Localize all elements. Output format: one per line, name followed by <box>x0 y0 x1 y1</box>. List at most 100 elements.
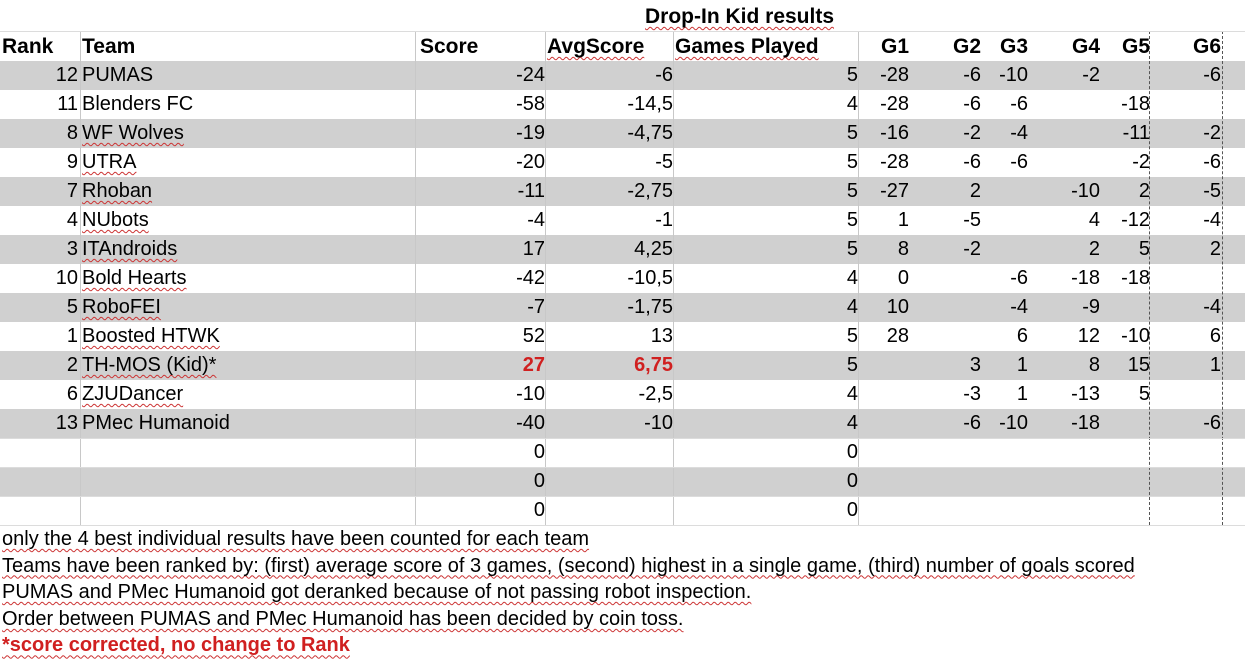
cell-g5[interactable] <box>1102 438 1150 467</box>
cell-g5[interactable]: -18 <box>1121 267 1150 289</box>
cell-team[interactable] <box>82 467 412 496</box>
cell-g3[interactable]: -6 <box>1010 267 1028 289</box>
cell-g3[interactable]: 1 <box>1016 354 1028 376</box>
cell-g2[interactable]: -5 <box>963 209 981 231</box>
cell-g1[interactable] <box>860 351 909 380</box>
cell-g3[interactable] <box>983 438 1028 467</box>
cell-avg[interactable]: -10,5 <box>627 267 673 289</box>
cell-g6[interactable]: 2 <box>1209 238 1221 260</box>
cell-score[interactable]: 0 <box>533 441 545 463</box>
header-g4[interactable]: G4 <box>1071 35 1100 58</box>
cell-g2[interactable] <box>911 438 981 467</box>
cell-rank[interactable]: 5 <box>66 296 78 318</box>
cell-score[interactable]: -7 <box>527 296 545 318</box>
cell-g2[interactable]: -6 <box>963 93 981 115</box>
cell-team[interactable]: PMec Humanoid <box>82 412 230 434</box>
cell-rank[interactable] <box>0 467 78 496</box>
cell-g5[interactable]: 5 <box>1138 383 1150 405</box>
header-g6[interactable]: G6 <box>1192 35 1221 58</box>
cell-g6[interactable]: -2 <box>1203 122 1221 144</box>
note-line[interactable]: Order between PUMAS and PMec Humanoid ha… <box>2 607 684 630</box>
cell-games[interactable]: 5 <box>846 238 858 260</box>
header-g1[interactable]: G1 <box>880 35 909 58</box>
cell-rank[interactable]: 10 <box>55 267 78 289</box>
cell-g1[interactable]: 28 <box>886 325 909 347</box>
cell-g1[interactable] <box>860 380 909 409</box>
cell-games[interactable]: 0 <box>846 470 858 492</box>
cell-avg[interactable] <box>547 467 673 496</box>
header-g3[interactable]: G3 <box>999 35 1028 58</box>
cell-g5[interactable]: 15 <box>1127 354 1150 376</box>
cell-avg[interactable]: -2,75 <box>627 180 673 202</box>
cell-g2[interactable]: 2 <box>969 180 981 202</box>
cell-score[interactable]: -58 <box>516 93 545 115</box>
cell-team[interactable]: ZJUDancer <box>82 383 184 405</box>
cell-g3[interactable]: -4 <box>1010 296 1028 318</box>
cell-g3[interactable]: -4 <box>1010 122 1028 144</box>
cell-g2[interactable]: -3 <box>963 383 981 405</box>
cell-g4[interactable] <box>1030 438 1100 467</box>
cell-g3[interactable] <box>983 235 1028 264</box>
cell-g3[interactable]: 6 <box>1016 325 1028 347</box>
cell-team[interactable]: RoboFEI <box>82 296 161 318</box>
cell-avg[interactable]: -2,5 <box>638 383 673 405</box>
cell-g6[interactable] <box>1152 467 1221 496</box>
cell-g3[interactable] <box>983 206 1028 235</box>
cell-team[interactable]: Boosted HTWK <box>82 325 220 347</box>
cell-g4[interactable] <box>1030 148 1100 177</box>
cell-rank[interactable]: 3 <box>66 238 78 260</box>
cell-g4[interactable] <box>1030 90 1100 119</box>
cell-g4[interactable]: 12 <box>1077 325 1100 347</box>
cell-g3[interactable] <box>983 496 1028 525</box>
cell-g2[interactable]: -2 <box>963 238 981 260</box>
cell-g5[interactable]: -11 <box>1122 122 1150 144</box>
cell-g1[interactable]: -28 <box>880 64 909 86</box>
cell-avg[interactable]: 13 <box>650 325 673 347</box>
cell-g6[interactable]: -4 <box>1203 209 1221 231</box>
cell-g4[interactable]: 8 <box>1088 354 1100 376</box>
cell-g6[interactable]: -6 <box>1203 151 1221 173</box>
cell-g2[interactable] <box>911 467 981 496</box>
cell-g4[interactable] <box>1030 496 1100 525</box>
cell-avg[interactable] <box>547 496 673 525</box>
cell-rank[interactable]: 13 <box>55 412 78 434</box>
cell-team[interactable] <box>82 438 412 467</box>
cell-games[interactable]: 5 <box>846 151 858 173</box>
header-games[interactable]: Games Played <box>675 35 819 58</box>
cell-rank[interactable]: 7 <box>66 180 78 202</box>
cell-score[interactable]: 27 <box>522 354 545 376</box>
cell-score[interactable]: -11 <box>517 180 545 202</box>
cell-g1[interactable] <box>860 409 909 438</box>
cell-team[interactable]: TH-MOS (Kid)* <box>82 354 217 376</box>
cell-avg[interactable]: -1 <box>655 209 673 231</box>
cell-avg[interactable] <box>547 438 673 467</box>
cell-score[interactable]: 17 <box>522 238 545 260</box>
cell-rank[interactable]: 11 <box>57 93 78 115</box>
cell-avg[interactable]: -4,75 <box>627 122 673 144</box>
cell-g2[interactable]: 3 <box>969 354 981 376</box>
cell-g1[interactable] <box>860 496 909 525</box>
cell-g3[interactable]: -10 <box>999 412 1028 434</box>
cell-score[interactable]: -4 <box>527 209 545 231</box>
cell-g4[interactable]: -18 <box>1071 267 1100 289</box>
cell-games[interactable]: 4 <box>846 383 858 405</box>
cell-games[interactable]: 5 <box>846 354 858 376</box>
cell-score[interactable]: 52 <box>522 325 545 347</box>
cell-g5[interactable]: 5 <box>1138 238 1150 260</box>
cell-g3[interactable]: -6 <box>1010 93 1028 115</box>
cell-g4[interactable]: -10 <box>1071 180 1100 202</box>
header-team[interactable]: Team <box>82 35 136 58</box>
cell-score[interactable]: 0 <box>533 470 545 492</box>
cell-avg[interactable]: -14,5 <box>627 93 673 115</box>
cell-g2[interactable]: -6 <box>963 412 981 434</box>
cell-rank[interactable] <box>0 438 78 467</box>
cell-g5[interactable]: -18 <box>1121 93 1150 115</box>
cell-rank[interactable]: 8 <box>66 122 78 144</box>
cell-games[interactable]: 4 <box>846 267 858 289</box>
cell-rank[interactable]: 1 <box>66 325 78 347</box>
cell-avg[interactable]: -6 <box>655 64 673 86</box>
cell-team[interactable]: ITAndroids <box>82 238 178 260</box>
cell-team[interactable] <box>82 496 412 525</box>
cell-g1[interactable]: -28 <box>880 93 909 115</box>
cell-rank[interactable]: 2 <box>66 354 78 376</box>
